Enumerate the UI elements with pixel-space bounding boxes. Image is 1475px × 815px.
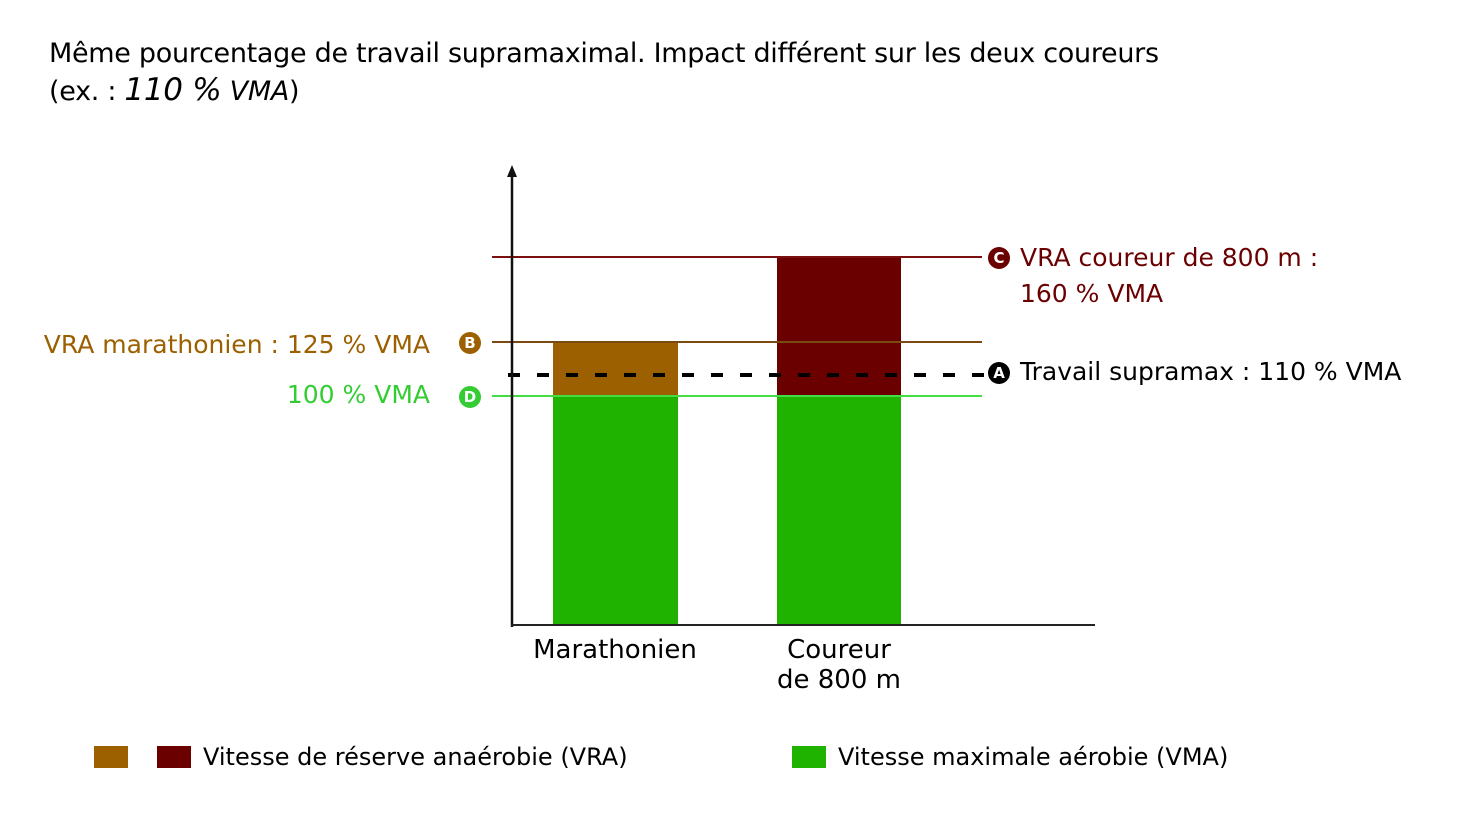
bar-800m-vma (777, 396, 901, 625)
legend-label-vma: Vitesse maximale aérobie (VMA) (838, 743, 1229, 771)
bar-marathon-vma (553, 396, 678, 625)
category-label-800m: Coureur de 800 m (777, 635, 901, 695)
annotation-b-label: VRA marathonien : 125 % VMA (43, 330, 430, 359)
title-line-1: Même pourcentage de travail supramaximal… (49, 38, 1159, 69)
reference-line-a-dashed (508, 373, 988, 377)
reference-line-b (492, 341, 982, 343)
x-axis (511, 624, 1095, 626)
reference-line-d (492, 395, 982, 397)
y-axis-arrow-icon (507, 165, 517, 177)
reference-line-c (492, 256, 982, 258)
annotation-c-label-line2: 160 % VMA (1020, 279, 1164, 308)
legend-label-vra: Vitesse de réserve anaérobie (VRA) (203, 743, 628, 771)
badge-b-icon: B (459, 332, 481, 354)
legend-swatch-vra-marathon (94, 746, 128, 768)
annotation-c-label-line1: VRA coureur de 800 m : (1020, 243, 1319, 272)
annotation-d-label: 100 % VMA (286, 380, 430, 409)
chart-title: Même pourcentage de travail supramaximal… (49, 36, 1159, 110)
y-axis (507, 165, 517, 627)
badge-c-icon: C (988, 247, 1010, 269)
annotation-a-label: Travail supramax : 110 % VMA (1020, 357, 1402, 386)
title-line-2: (ex. : 110 % VMA) (49, 72, 300, 108)
legend-swatch-vra-800m (157, 746, 191, 768)
category-label-marathon: Marathonien (533, 635, 697, 665)
badge-d-icon: D (459, 386, 481, 408)
bar-800m-vra (777, 257, 901, 396)
bar-marathon-vra (553, 342, 678, 396)
legend-swatch-vma (792, 746, 826, 768)
badge-a-icon: A (988, 362, 1010, 384)
